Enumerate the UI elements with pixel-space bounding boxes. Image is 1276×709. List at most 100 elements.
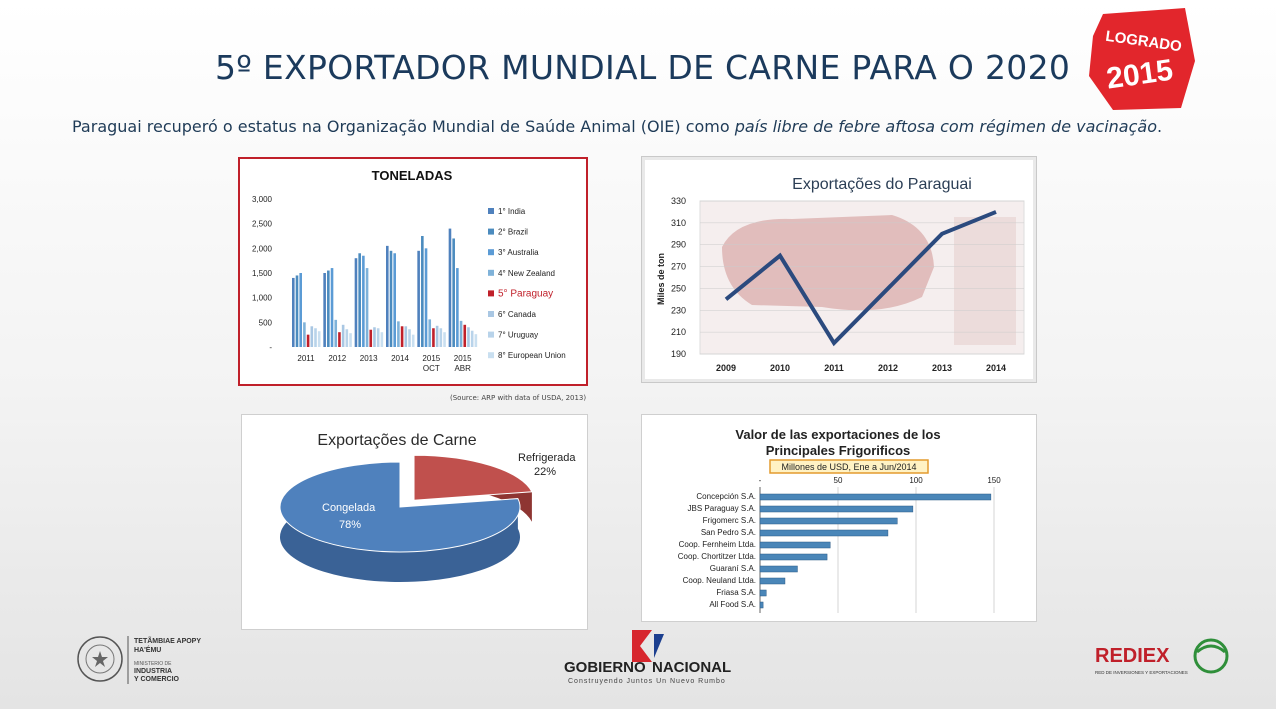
y-tick-label: 270 xyxy=(671,262,686,272)
bar-1-2 xyxy=(358,253,361,347)
exports-pie-chart: Exportações de Carne Congelada 78% Refriger… xyxy=(279,432,576,582)
chart-title: Valor de las exportaciones de los xyxy=(735,427,940,442)
bar-2-4 xyxy=(424,248,428,347)
gobierno-flag-red xyxy=(632,630,652,662)
gobierno-word2: NACIONAL xyxy=(652,659,731,676)
bar-1-5 xyxy=(452,238,455,347)
y-tick-label: 210 xyxy=(671,327,686,337)
x-tick-label: 2015 xyxy=(422,354,440,363)
ministry-logo: TETÃMBIAE APOPY HA'ÉMU MINISTERIO DE IND… xyxy=(77,636,201,684)
ministry-seal-outer xyxy=(77,636,123,682)
bar-6-0 xyxy=(314,328,317,347)
category-label: Friasa S.A. xyxy=(716,588,756,597)
legend-label: 4° New Zealand xyxy=(498,269,555,278)
legend-swatch xyxy=(488,331,494,338)
bar-4-4 xyxy=(432,328,435,347)
bar-7-5 xyxy=(474,334,478,347)
x-tick-label: 2009 xyxy=(716,363,736,373)
bar-5-5 xyxy=(467,327,470,347)
x-tick-label: 2015 xyxy=(454,354,472,363)
bar-7-1 xyxy=(349,333,352,347)
subtitle-plain: Paraguai recuperó o estatus na Organizaç… xyxy=(72,117,735,136)
bar-4-1 xyxy=(338,332,341,347)
x-tick-label: ABR xyxy=(454,364,471,373)
x-tick-label: 150 xyxy=(987,476,1001,485)
bar-6-5 xyxy=(470,330,474,347)
legend-swatch xyxy=(488,352,494,359)
badge-shape xyxy=(1089,8,1195,110)
y-tick-label: - xyxy=(269,343,272,352)
chart-title: Exportações de Carne xyxy=(317,432,476,449)
bar-0 xyxy=(759,493,992,501)
y-tick-label: 1,500 xyxy=(252,269,273,278)
exports-pie-chart-panel: Exportações de Carne Congelada 78% Refriger… xyxy=(241,414,588,630)
gobierno-flag-blue xyxy=(654,634,664,658)
bar-2-0 xyxy=(299,273,302,347)
ministry-seal-star xyxy=(92,651,108,667)
bar-7-3 xyxy=(411,334,415,347)
category-label: Coop. Neuland Ltda. xyxy=(683,576,756,585)
toneladas-chart: TONELADAS 3,000 2,500 2,000 1,500 1,000 500 - 20… xyxy=(252,168,566,373)
y-tick-label: 1,000 xyxy=(252,294,273,303)
series-line xyxy=(724,210,997,347)
toneladas-chart-panel: TONELADAS 3,000 2,500 2,000 1,500 1,000 500 - 20… xyxy=(238,157,588,386)
bar-6 xyxy=(759,565,798,573)
category-label: Concepción S.A. xyxy=(696,492,756,501)
bar-3 xyxy=(759,529,889,537)
category-label: JBS Paraguay S.A. xyxy=(688,504,756,513)
bar-6-4 xyxy=(439,328,443,347)
legend-swatch xyxy=(488,249,494,256)
bar-5-1 xyxy=(341,324,345,347)
bar-2-2 xyxy=(362,255,365,347)
y-tick-label: 330 xyxy=(671,196,686,206)
category-label: Frigomerc S.A. xyxy=(703,516,756,525)
ministry-line5: Y COMERCIO xyxy=(134,676,180,683)
legend-swatch xyxy=(488,228,494,235)
pie-value-congelada: 78% xyxy=(339,519,361,531)
bar-2-5 xyxy=(456,268,459,347)
y-tick-label: 250 xyxy=(671,283,686,293)
bar-5-2 xyxy=(373,327,376,347)
chart-subtitle: Millones de USD, Ene a Jun/2014 xyxy=(781,462,916,472)
gobierno-nacional-logo: GOBIERNO NACIONAL Construyendo Juntos Un… xyxy=(564,630,731,685)
frigorificos-chart: Valor de las exportaciones de losPrincip… xyxy=(678,427,1001,613)
bar-0-4 xyxy=(417,250,420,347)
bar-7-2 xyxy=(380,332,384,347)
bar-6-2 xyxy=(376,328,380,347)
category-label: All Food S.A. xyxy=(709,600,756,609)
bar-4 xyxy=(759,541,831,549)
rediex-globe-arc xyxy=(1196,644,1226,654)
rediex-logo: REDIEX RED DE INVERSIONES Y EXPORTACIONE… xyxy=(1095,638,1229,675)
source-note: (Source: ARP with data of USDA, 2013) xyxy=(450,394,587,402)
exports-line-chart-panel: Exportações do Paraguai 330 310 290 270 250 23… xyxy=(641,156,1037,383)
legend-label: 5° Paraguay xyxy=(498,288,553,299)
bar-0-2 xyxy=(354,258,358,347)
bar-3-0 xyxy=(303,322,306,347)
bar-1-4 xyxy=(421,236,424,347)
ministry-line3: MINISTERIO DE xyxy=(134,661,172,667)
bar-7-0 xyxy=(317,331,321,347)
y-tick-label: 2,500 xyxy=(252,220,273,229)
bar-9 xyxy=(759,601,764,609)
x-tick-label: 2012 xyxy=(328,354,346,363)
bar-1-1 xyxy=(327,270,330,347)
x-tick-label: 2010 xyxy=(770,363,790,373)
chart-title: TONELADAS xyxy=(372,168,453,183)
bar-2-1 xyxy=(330,268,334,347)
legend-label: 7° Uruguay xyxy=(498,331,538,340)
legend-swatch xyxy=(488,269,494,276)
bar-0-3 xyxy=(386,245,389,347)
bar-5-4 xyxy=(435,325,439,347)
bar-2-3 xyxy=(393,253,396,347)
x-tick-label: 2013 xyxy=(360,354,378,363)
bar-3-5 xyxy=(459,320,463,347)
bar-0-1 xyxy=(323,273,326,347)
rediex-wordmark: REDIEX xyxy=(1095,645,1170,667)
category-label: San Pedro S.A. xyxy=(701,528,756,537)
legend-swatch xyxy=(488,311,494,317)
x-tick-label: 50 xyxy=(834,476,843,485)
y-tick-label: 290 xyxy=(671,240,686,250)
y-tick-label: 310 xyxy=(671,218,686,228)
legend-label: 3° Australia xyxy=(498,248,539,257)
subtitle-emphasis: país libre de febre aftosa com régimen d… xyxy=(734,117,1157,136)
